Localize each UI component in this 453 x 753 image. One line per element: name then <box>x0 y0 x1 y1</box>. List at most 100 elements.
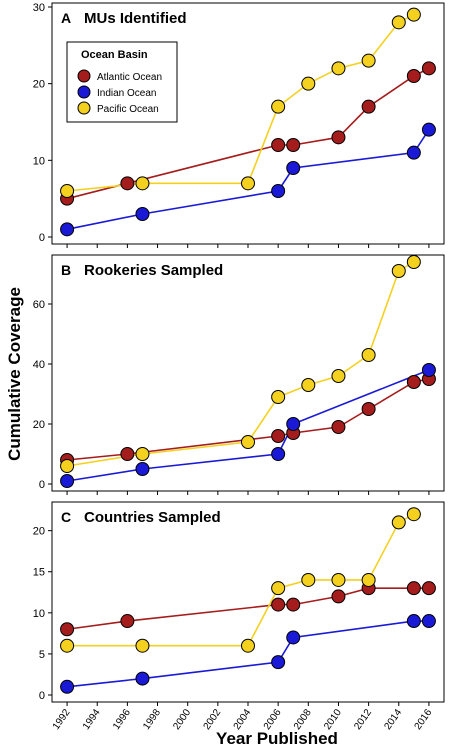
x-axis-title: Year Published <box>216 729 338 748</box>
data-point-pacific-ocean <box>60 459 75 473</box>
data-point-indian-ocean <box>286 630 301 645</box>
data-point-atlantic-ocean <box>331 420 346 434</box>
data-point-pacific-ocean <box>391 15 406 30</box>
series-line-atlantic-ocean <box>66 378 430 461</box>
x-tick-label: 2012 <box>352 707 374 732</box>
data-point-indian-ocean <box>271 447 286 461</box>
data-point-pacific-ocean <box>301 378 316 392</box>
panel-frame <box>51 501 445 703</box>
data-point-atlantic-ocean <box>406 69 421 83</box>
data-point-atlantic-ocean <box>331 589 346 604</box>
series-line-atlantic-ocean <box>66 67 430 200</box>
panel-letter: C <box>61 509 71 525</box>
y-tick-label: 10 <box>33 608 45 620</box>
data-point-pacific-ocean <box>60 184 75 198</box>
x-tick-label: 2014 <box>382 707 404 732</box>
legend-marker <box>77 85 91 99</box>
data-point-atlantic-ocean <box>271 138 286 152</box>
data-point-pacific-ocean <box>361 572 376 587</box>
data-point-indian-ocean <box>60 222 75 237</box>
data-point-pacific-ocean <box>241 176 255 191</box>
data-point-pacific-ocean <box>301 572 316 587</box>
data-point-indian-ocean <box>421 614 436 629</box>
data-point-pacific-ocean <box>60 638 75 653</box>
y-tick-label: 0 <box>39 690 45 702</box>
panel-c: C Countries Sampled 0 5 10 15 20 1992 1994 1996 19… <box>33 501 445 732</box>
data-point-atlantic-ocean <box>361 99 376 114</box>
data-point-atlantic-ocean <box>286 597 301 612</box>
data-point-atlantic-ocean <box>331 130 346 145</box>
x-tick-label: 1994 <box>81 707 103 732</box>
data-point-atlantic-ocean <box>421 581 436 596</box>
y-tick-label: 30 <box>33 2 45 14</box>
y-tick-label: 10 <box>33 155 45 167</box>
data-point-pacific-ocean <box>391 264 406 278</box>
data-point-pacific-ocean <box>135 447 150 461</box>
data-point-pacific-ocean <box>301 76 316 91</box>
data-point-atlantic-ocean <box>271 597 286 612</box>
data-point-indian-ocean <box>135 671 150 686</box>
panel-b: B Rookeries Sampled 0 20 40 60 <box>33 254 445 495</box>
data-point-indian-ocean <box>421 363 436 377</box>
panel-letter: A <box>61 10 71 26</box>
legend-label: Atlantic Ocean <box>97 72 162 83</box>
data-point-pacific-ocean <box>331 369 346 383</box>
x-tick-label: 2000 <box>171 707 193 732</box>
y-axis-title: Cumulative Coverage <box>5 287 24 461</box>
data-point-pacific-ocean <box>406 255 421 269</box>
y-tick-label: 15 <box>33 567 45 579</box>
y-tick-label: 0 <box>39 232 45 244</box>
x-tick-label: 2016 <box>413 707 435 732</box>
x-tick-label: 1992 <box>51 707 73 732</box>
panel-title: MUs Identified <box>84 10 187 27</box>
data-point-atlantic-ocean <box>120 614 135 629</box>
data-point-indian-ocean <box>60 474 75 488</box>
data-point-pacific-ocean <box>271 390 286 404</box>
y-tick-label: 0 <box>39 479 45 491</box>
data-point-indian-ocean <box>286 417 301 431</box>
data-point-pacific-ocean <box>135 638 150 653</box>
data-point-pacific-ocean <box>361 53 376 68</box>
data-point-atlantic-ocean <box>271 429 286 443</box>
y-tick-label: 40 <box>33 359 45 371</box>
y-tick-label: 60 <box>33 299 45 311</box>
data-point-pacific-ocean <box>391 515 406 530</box>
data-point-pacific-ocean <box>241 638 255 653</box>
series-line-atlantic-ocean <box>66 587 429 631</box>
x-tick-label: 1998 <box>141 707 163 732</box>
data-point-pacific-ocean <box>241 435 255 449</box>
data-point-indian-ocean <box>60 679 75 694</box>
legend-marker <box>77 69 91 83</box>
data-point-atlantic-ocean <box>421 61 436 76</box>
data-point-atlantic-ocean <box>120 447 135 461</box>
data-point-indian-ocean <box>286 161 301 175</box>
y-tick-label: 5 <box>39 649 45 661</box>
legend: Ocean Basin Atlantic Ocean Indian Ocean Pac… <box>66 41 178 123</box>
data-point-atlantic-ocean <box>406 375 421 389</box>
legend-label: Pacific Ocean <box>97 104 159 115</box>
data-point-indian-ocean <box>135 207 150 221</box>
panels: A MUs Identified 0 10 20 30 B Rookeries Sampled… <box>33 2 445 732</box>
panel-letter: B <box>61 262 71 278</box>
data-point-pacific-ocean <box>406 7 421 22</box>
legend-title: Ocean Basin <box>81 49 148 61</box>
data-point-pacific-ocean <box>135 176 150 191</box>
data-point-pacific-ocean <box>271 581 286 596</box>
data-point-atlantic-ocean <box>286 138 301 152</box>
data-point-atlantic-ocean <box>406 581 421 596</box>
data-point-indian-ocean <box>406 145 421 160</box>
panel-a: A MUs Identified 0 10 20 30 <box>33 2 445 248</box>
y-tick-label: 20 <box>33 419 45 431</box>
data-point-pacific-ocean <box>406 507 421 522</box>
y-tick-label: 20 <box>33 526 45 538</box>
panel-frame <box>51 254 445 492</box>
data-point-indian-ocean <box>135 462 150 476</box>
data-point-atlantic-ocean <box>120 176 135 191</box>
data-point-pacific-ocean <box>271 99 286 114</box>
legend-marker <box>77 101 91 115</box>
data-point-pacific-ocean <box>331 61 346 76</box>
panel-title: Rookeries Sampled <box>84 262 223 279</box>
data-point-pacific-ocean <box>331 572 346 587</box>
data-point-atlantic-ocean <box>60 622 75 637</box>
